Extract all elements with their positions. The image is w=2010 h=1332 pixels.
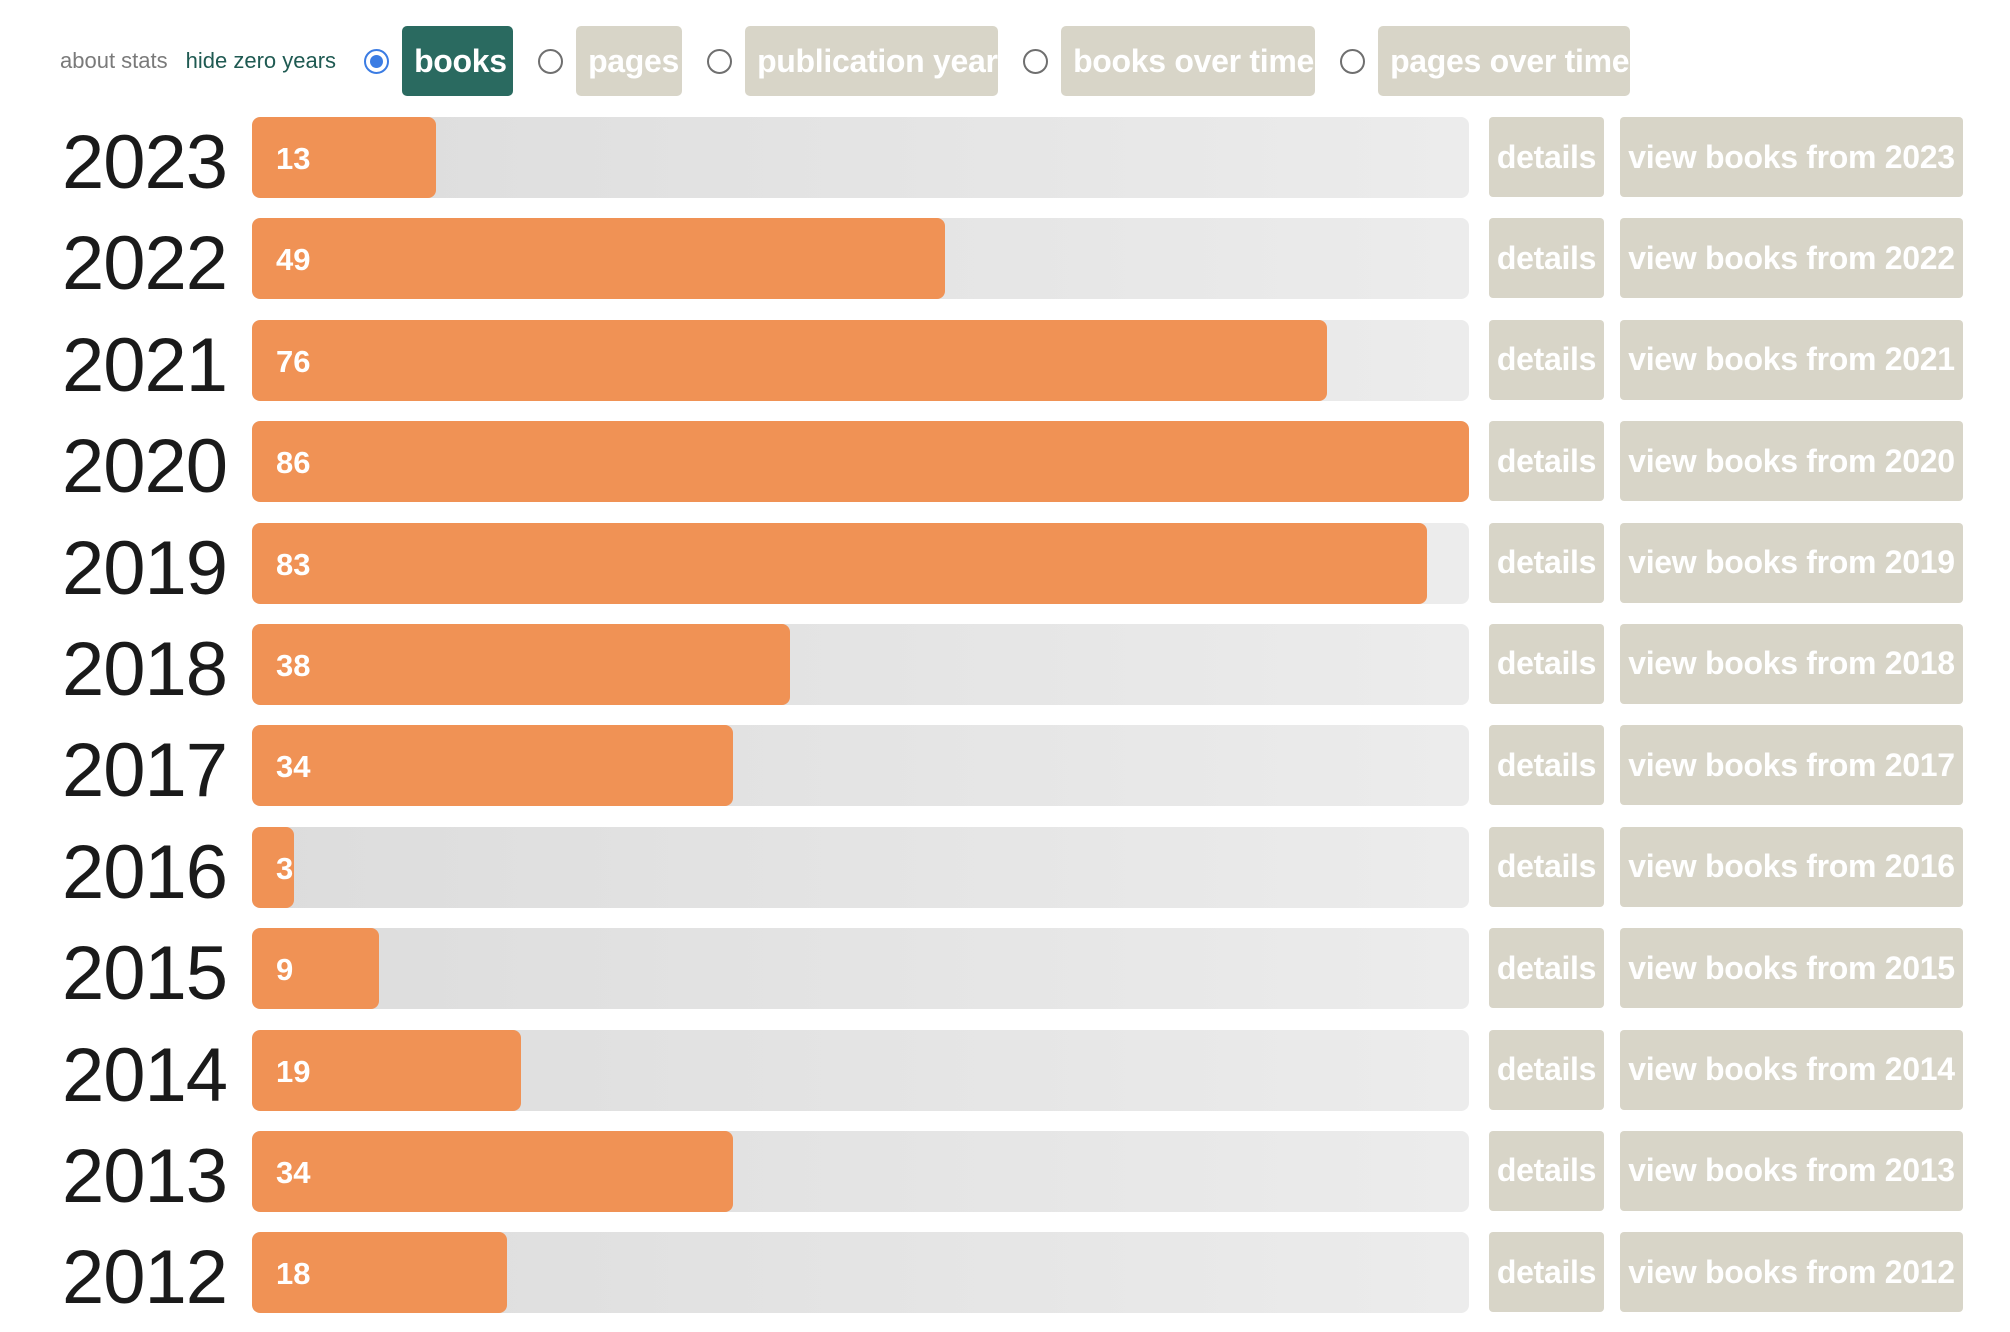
year-row: 2023 13 details view books from 2023 — [0, 117, 2010, 218]
details-button[interactable]: details — [1489, 623, 1604, 704]
about-stats-link[interactable]: about stats — [60, 48, 168, 73]
details-button[interactable]: details — [1489, 928, 1604, 1009]
bar-count: 83 — [276, 546, 311, 582]
details-button[interactable]: details — [1489, 725, 1604, 806]
bar-track: 13 — [252, 117, 1469, 198]
view-books-button[interactable]: view books from 2020 — [1620, 421, 1963, 502]
bar-fill — [252, 421, 1469, 503]
bar-count: 18 — [276, 1256, 311, 1292]
mode-radio-pages-over-time[interactable] — [1340, 48, 1366, 74]
hide-zero-years-link[interactable]: hide zero years — [185, 48, 337, 73]
year-row: 2020 86 details view books from 2020 — [0, 421, 2010, 522]
year-label: 2012 — [62, 1235, 228, 1321]
bar-track: 3 — [252, 826, 1469, 908]
year-rows: 2023 13 details view books from 2023 202… — [0, 117, 2010, 1332]
details-button[interactable]: details — [1489, 117, 1604, 197]
bar-track: 34 — [252, 1130, 1469, 1212]
bar-track: 86 — [252, 421, 1469, 503]
year-row: 2012 18 details view books from 2012 — [0, 1232, 2010, 1332]
bar-fill — [252, 117, 436, 198]
year-row: 2014 19 details view books from 2014 — [0, 1029, 2010, 1131]
view-books-button[interactable]: view books from 2013 — [1620, 1130, 1963, 1211]
year-label: 2018 — [62, 626, 228, 712]
mode-button-books-over-time[interactable]: books over time — [1061, 26, 1316, 96]
bar-fill — [252, 623, 790, 705]
bar-fill — [252, 725, 734, 807]
bar-count: 38 — [276, 647, 311, 683]
view-books-button[interactable]: view books from 2019 — [1620, 522, 1963, 603]
bar-track: 38 — [252, 623, 1469, 705]
bar-count: 76 — [276, 343, 311, 379]
bar-fill — [252, 1130, 734, 1212]
bar-fill — [252, 218, 946, 300]
year-label: 2013 — [62, 1133, 228, 1219]
bar-fill — [252, 522, 1427, 604]
bar-fill — [252, 1029, 521, 1111]
year-label: 2016 — [62, 829, 228, 915]
mode-radio-books[interactable] — [364, 48, 390, 74]
year-label: 2017 — [62, 728, 228, 814]
year-label: 2023 — [62, 120, 228, 205]
view-books-button[interactable]: view books from 2017 — [1620, 725, 1963, 806]
year-row: 2019 83 details view books from 2019 — [0, 522, 2010, 624]
view-books-button[interactable]: view books from 2022 — [1620, 218, 1963, 299]
details-button[interactable]: details — [1489, 522, 1604, 603]
stats-toolbar: about stats hide zero years books pages … — [60, 26, 1655, 96]
details-button[interactable]: details — [1489, 421, 1604, 502]
bar-fill — [252, 928, 380, 1010]
details-button[interactable]: details — [1489, 218, 1604, 299]
year-row: 2022 49 details view books from 2022 — [0, 218, 2010, 319]
year-label: 2020 — [62, 424, 228, 510]
details-button[interactable]: details — [1489, 1232, 1604, 1313]
year-label: 2021 — [62, 322, 228, 408]
view-books-button[interactable]: view books from 2014 — [1620, 1029, 1963, 1110]
mode-button-publication-year[interactable]: publication year — [745, 26, 999, 96]
details-button[interactable]: details — [1489, 826, 1604, 907]
view-books-button[interactable]: view books from 2015 — [1620, 928, 1963, 1009]
mode-button-pages-over-time[interactable]: pages over time — [1378, 26, 1631, 96]
view-books-button[interactable]: view books from 2012 — [1620, 1232, 1963, 1313]
mode-radio-books-over-time[interactable] — [1023, 48, 1049, 74]
details-button[interactable]: details — [1489, 1029, 1604, 1110]
mode-radio-pages[interactable] — [538, 48, 564, 74]
mode-button-books[interactable]: books — [402, 26, 514, 96]
mode-button-pages[interactable]: pages — [576, 26, 683, 96]
year-row: 2013 34 details view books from 2013 — [0, 1130, 2010, 1232]
year-label: 2014 — [62, 1032, 228, 1118]
bar-fill — [252, 826, 295, 908]
details-button[interactable]: details — [1489, 1130, 1604, 1211]
bar-track: 18 — [252, 1232, 1469, 1314]
year-row: 2016 3 details view books from 2016 — [0, 826, 2010, 928]
view-books-button[interactable]: view books from 2023 — [1620, 117, 1963, 197]
bar-count: 34 — [276, 1154, 311, 1190]
bar-count: 13 — [276, 141, 311, 176]
year-row: 2017 34 details view books from 2017 — [0, 725, 2010, 826]
bar-track: 34 — [252, 725, 1469, 807]
view-books-button[interactable]: view books from 2021 — [1620, 319, 1963, 400]
year-row: 2018 38 details view books from 2018 — [0, 623, 2010, 725]
details-button[interactable]: details — [1489, 319, 1604, 400]
mode-radio-publication-year[interactable] — [707, 48, 733, 74]
bar-track: 76 — [252, 319, 1469, 401]
year-row: 2021 76 details view books from 2021 — [0, 319, 2010, 421]
bar-count: 3 — [276, 850, 294, 886]
bar-count: 86 — [276, 445, 311, 481]
year-row: 2015 9 details view books from 2015 — [0, 928, 2010, 1029]
bar-track: 49 — [252, 218, 1469, 300]
bar-count: 49 — [276, 242, 311, 278]
bar-count: 19 — [276, 1053, 311, 1089]
bar-count: 9 — [276, 952, 294, 988]
bar-track: 9 — [252, 928, 1469, 1010]
bar-fill — [252, 1232, 507, 1314]
year-label: 2015 — [62, 931, 228, 1017]
view-books-button[interactable]: view books from 2016 — [1620, 826, 1963, 907]
bar-fill — [252, 319, 1328, 401]
bar-count: 34 — [276, 749, 311, 785]
year-label: 2022 — [62, 221, 228, 307]
view-books-button[interactable]: view books from 2018 — [1620, 623, 1963, 704]
bar-track: 83 — [252, 522, 1469, 604]
year-label: 2019 — [62, 525, 228, 611]
bar-track: 19 — [252, 1029, 1469, 1111]
